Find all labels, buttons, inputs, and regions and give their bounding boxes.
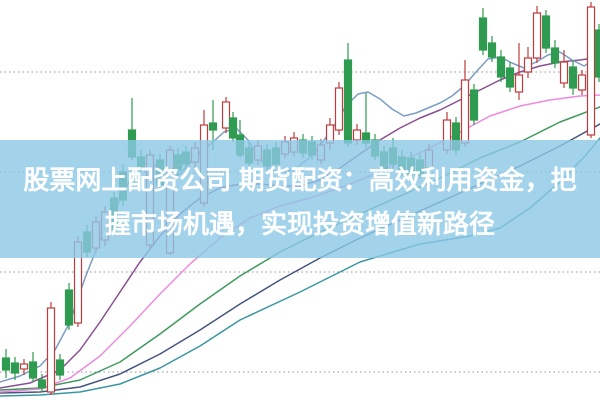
candle [594, 24, 600, 82]
candle [496, 50, 506, 82]
candle [577, 70, 587, 95]
candle-body [343, 59, 353, 144]
candle [46, 302, 56, 395]
candle-body [10, 362, 20, 374]
candle [221, 97, 231, 133]
candle-body [478, 17, 488, 51]
candle [514, 43, 524, 100]
candle-body [550, 47, 560, 64]
candle [460, 60, 470, 147]
banner-title-line1: 股票网上配资公司 期货配资：高效利用资金，把 [23, 165, 577, 195]
candle [478, 8, 488, 55]
candle-body [577, 74, 587, 91]
candle [19, 359, 29, 375]
candle-body [532, 12, 542, 59]
candle-body [586, 6, 596, 136]
candle [64, 283, 74, 330]
candle-body [541, 15, 551, 49]
candle-body [46, 307, 56, 393]
candle-body [64, 289, 74, 326]
candle-body [334, 87, 344, 131]
candle [505, 62, 515, 92]
candle [37, 374, 47, 392]
candle-body [460, 79, 470, 144]
candle-body [496, 56, 506, 78]
candle [55, 354, 65, 380]
candle-body [523, 57, 533, 73]
candle [532, 6, 542, 63]
candle [343, 43, 353, 147]
candle-body [1, 357, 11, 371]
candle [1, 349, 11, 378]
candle-body [352, 129, 362, 141]
candle [469, 84, 479, 125]
candle [550, 40, 560, 68]
candle-body [221, 101, 231, 129]
candle [523, 47, 533, 78]
title-banner: 股票网上配资公司 期货配资：高效利用资金，把 握市场机遇，实现投资增值新路径 [0, 140, 600, 258]
candle-body [559, 61, 569, 84]
candle-body [19, 363, 29, 370]
candle-body [568, 66, 578, 89]
candle-body [55, 359, 65, 376]
candle-body [487, 42, 497, 58]
candle [334, 82, 344, 135]
candle [10, 357, 20, 380]
candle [541, 10, 551, 53]
candle [28, 352, 38, 382]
candle-body [208, 122, 218, 131]
candle [586, 2, 596, 138]
candle-body [514, 74, 524, 93]
candle [559, 50, 569, 88]
candle-body [505, 67, 515, 88]
candle-body [28, 361, 38, 379]
candle [568, 60, 578, 95]
candle-body [228, 117, 238, 139]
candle-body [469, 89, 479, 121]
candle [487, 36, 497, 62]
candle [228, 112, 238, 142]
candle-body [594, 29, 600, 78]
banner-title-line2: 握市场机遇，实现投资增值新路径 [104, 209, 495, 239]
candle-body [37, 379, 47, 389]
